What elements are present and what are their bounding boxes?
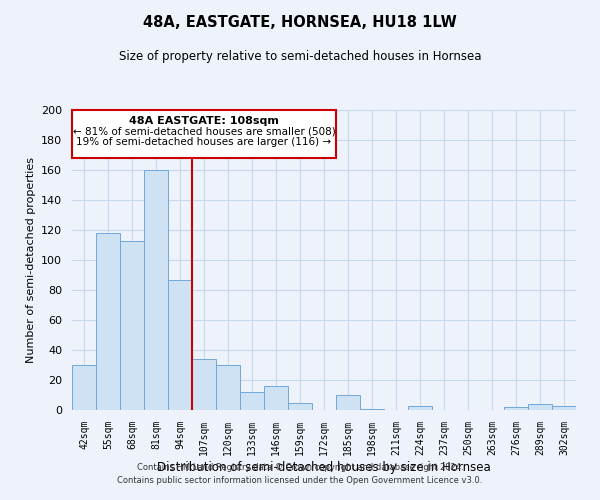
Bar — [240, 392, 264, 410]
Bar — [168, 280, 192, 410]
Text: Contains HM Land Registry data © Crown copyright and database right 2024.: Contains HM Land Registry data © Crown c… — [137, 464, 463, 472]
Bar — [360, 408, 384, 410]
X-axis label: Distribution of semi-detached houses by size in Hornsea: Distribution of semi-detached houses by … — [157, 460, 491, 473]
Text: 48A, EASTGATE, HORNSEA, HU18 1LW: 48A, EASTGATE, HORNSEA, HU18 1LW — [143, 15, 457, 30]
Text: Contains public sector information licensed under the Open Government Licence v3: Contains public sector information licen… — [118, 476, 482, 485]
Bar — [552, 406, 576, 410]
Text: ← 81% of semi-detached houses are smaller (508): ← 81% of semi-detached houses are smalle… — [73, 126, 335, 136]
Bar — [72, 365, 96, 410]
Bar — [96, 233, 120, 410]
Bar — [528, 404, 552, 410]
Bar — [288, 402, 312, 410]
Bar — [504, 407, 528, 410]
Bar — [192, 359, 216, 410]
Text: 48A EASTGATE: 108sqm: 48A EASTGATE: 108sqm — [129, 116, 279, 126]
Bar — [336, 395, 360, 410]
Bar — [120, 240, 144, 410]
Bar — [72, 110, 336, 158]
Bar — [264, 386, 288, 410]
Bar — [408, 406, 432, 410]
Y-axis label: Number of semi-detached properties: Number of semi-detached properties — [26, 157, 35, 363]
Bar — [144, 170, 168, 410]
Text: 19% of semi-detached houses are larger (116) →: 19% of semi-detached houses are larger (… — [76, 137, 332, 147]
Text: Size of property relative to semi-detached houses in Hornsea: Size of property relative to semi-detach… — [119, 50, 481, 63]
Bar — [216, 365, 240, 410]
